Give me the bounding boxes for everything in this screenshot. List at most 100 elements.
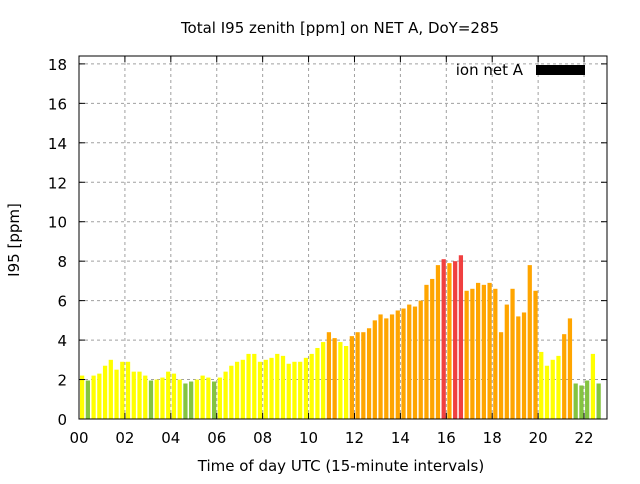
bar [521,312,527,419]
bar [418,300,423,419]
y-tick-label: 14 [48,135,67,153]
bar [240,359,245,419]
bar [177,379,182,419]
bar [114,369,119,419]
bar [378,314,383,419]
bar [125,361,131,419]
bar [384,318,389,419]
bar [590,353,596,419]
bar [567,318,573,419]
bar [510,288,515,419]
bar [200,375,205,419]
bar [544,365,550,419]
bar [298,361,303,419]
bar [252,353,257,419]
bar [435,265,441,419]
x-tick-label: 08 [253,429,272,447]
bar [372,320,377,419]
bar [229,365,234,419]
bar [85,380,90,419]
bar [154,379,159,419]
x-tick-label: 04 [161,429,180,447]
bar [470,288,475,419]
y-tick-label: 0 [57,411,67,429]
bar [481,284,486,419]
x-tick-label: 00 [69,429,88,447]
bar [234,361,240,419]
y-tick-label: 4 [57,332,67,350]
legend-swatch [536,65,585,75]
bar [344,346,349,419]
bar [303,357,309,419]
bar [401,308,406,419]
bar [498,332,504,419]
bar [326,332,332,419]
bar [407,304,412,419]
y-tick-label: 8 [57,253,67,271]
bar [476,282,481,419]
y-tick-label: 18 [48,56,67,74]
bar [361,332,366,419]
bar [309,353,314,419]
bar [424,284,429,419]
bar [556,355,561,419]
bar [257,361,263,419]
bar [389,314,395,419]
bar [321,342,326,419]
bar [206,377,211,419]
bar [160,377,165,419]
bar [533,290,538,419]
bar [487,282,492,419]
bar [349,336,354,419]
bar [315,347,320,419]
plot-frame [78,55,608,420]
bar [412,306,418,419]
bar [504,304,509,419]
bar [550,359,555,419]
bar [338,342,343,419]
x-tick-label: 14 [391,429,410,447]
y-axis-label: I95 [ppm] [5,203,23,277]
x-tick-label: 20 [529,429,548,447]
bar [430,278,435,419]
bar [493,288,498,419]
bar [447,263,452,419]
x-tick-label: 12 [345,429,364,447]
bar [286,363,291,419]
bar [80,375,85,419]
x-tick-label: 02 [115,429,134,447]
bar [453,261,458,419]
bar [355,332,360,419]
bar [516,316,521,419]
bar [143,375,148,419]
bar [263,359,268,419]
chart-title: Total I95 zenith [ppm] on NET A, DoY=285 [180,19,499,37]
bar [183,383,188,419]
bars [80,255,601,419]
x-tick-label: 22 [574,429,593,447]
bar [97,373,102,419]
legend: ion net A [456,61,585,79]
bar [573,383,578,419]
bar [585,380,590,419]
bar [579,385,584,419]
x-tick-label: 16 [437,429,456,447]
bar [171,373,177,419]
bar [212,381,217,419]
y-tick-label: 6 [57,293,67,311]
bar [189,381,194,419]
bar [223,371,228,419]
bar [596,383,601,419]
y-tick-label: 10 [48,214,67,232]
bar [120,361,125,419]
bar [194,379,200,419]
bar [91,375,96,419]
y-tick-label: 12 [48,174,67,192]
bar [148,380,154,419]
bar [108,359,113,419]
bar [137,371,142,419]
bar [332,338,337,419]
x-tick-label: 18 [483,429,502,447]
